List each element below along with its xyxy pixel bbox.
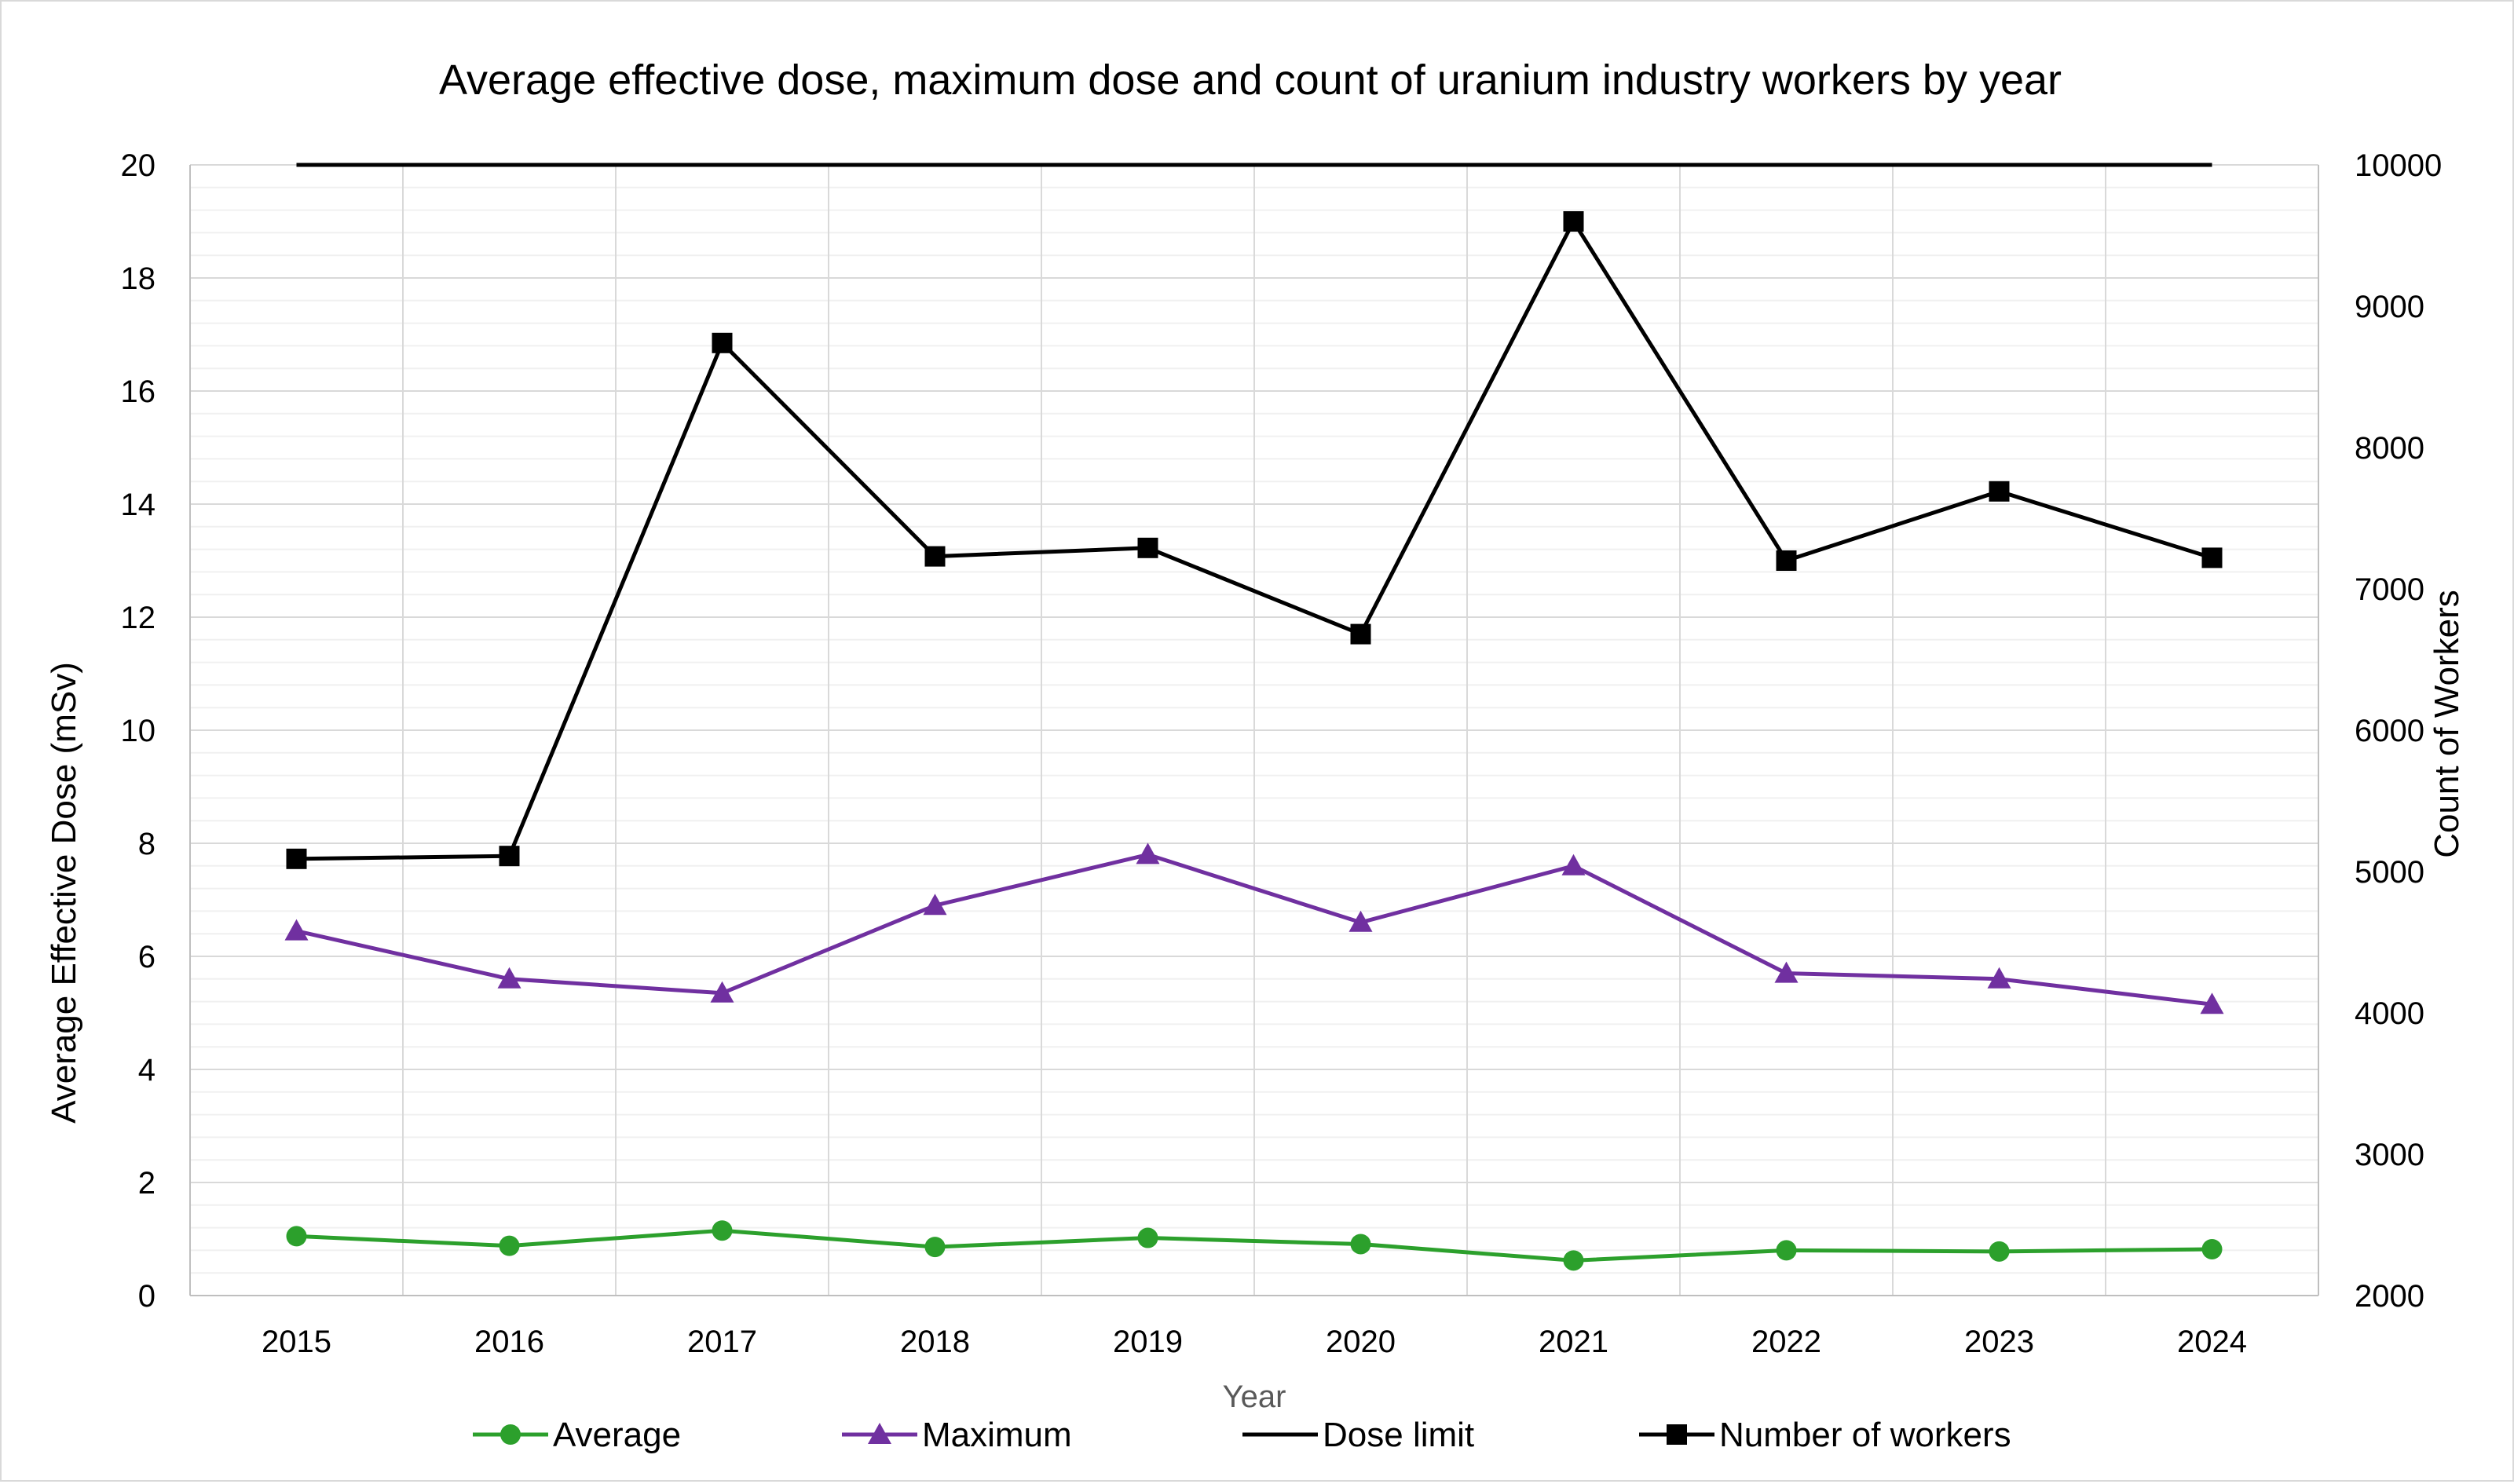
y2-tick-label: 9000: [2355, 290, 2424, 324]
average-line: [296, 1228, 2212, 1263]
y2-tick-label: 2000: [2355, 1279, 2424, 1314]
average-point: [286, 1226, 307, 1247]
y-tick-label: 8: [138, 827, 156, 861]
y-tick-label: 4: [138, 1053, 156, 1087]
average-point: [712, 1220, 733, 1241]
average-point: [1989, 1241, 2010, 1262]
number-of-workers-line: [296, 219, 2213, 861]
number-of-workers-point: [286, 848, 307, 869]
x-tick-label: 2022: [1751, 1325, 1821, 1359]
maximum-point: [923, 894, 947, 916]
average-point: [2201, 1238, 2223, 1259]
average-point: [1563, 1250, 1584, 1271]
x-tick-label: 2015: [262, 1325, 331, 1359]
y2-tick-label: 3000: [2355, 1138, 2424, 1172]
major-gridlines: [189, 164, 2319, 1296]
number-of-workers-point: [1350, 623, 1371, 645]
number-of-workers-point: [712, 332, 733, 353]
x-tick-label: 2020: [1326, 1325, 1396, 1359]
legend-label: Dose limit: [1323, 1416, 1474, 1454]
legend-label: Number of workers: [1719, 1416, 2011, 1454]
maximum-point: [1774, 961, 1799, 983]
maximum-point: [497, 967, 521, 989]
maximum-point: [1348, 910, 1373, 932]
left-axis-ticks: 0 2 4 6 8 10 12 14 16 18 20: [121, 148, 156, 1314]
maximum-line: [295, 852, 2212, 1007]
y-tick-label: 20: [121, 148, 156, 183]
x-tick-label: 2021: [1539, 1325, 1608, 1359]
right-axis-ticks: 2000 3000 4000 5000 6000 7000 8000 9000 10000: [2355, 148, 2442, 1314]
legend: Average Maximum Dose limit Number of worker…: [473, 1416, 2011, 1454]
legend-label: Average: [553, 1416, 681, 1454]
number-of-workers-point: [1563, 211, 1584, 232]
legend-item-number-of-workers: Number of workers: [1639, 1416, 2011, 1454]
x-tick-label: 2018: [900, 1325, 970, 1359]
y-tick-label: 14: [121, 488, 156, 522]
x-tick-label: 2019: [1113, 1325, 1183, 1359]
y2-axis-title: Count of Workers: [2428, 590, 2466, 858]
y2-tick-label: 5000: [2355, 855, 2424, 890]
number-of-workers-point: [1989, 481, 2010, 502]
x-tick-label: 2023: [1964, 1325, 2034, 1359]
x-tick-label: 2024: [2177, 1325, 2247, 1359]
legend-swatch-marker: [500, 1424, 521, 1445]
series-average: [286, 1220, 2223, 1271]
y-tick-label: 12: [121, 601, 156, 635]
maximum-point: [2200, 992, 2224, 1014]
number-of-workers-point: [924, 546, 946, 567]
x-tick-label: 2017: [687, 1325, 757, 1359]
y-tick-label: 10: [121, 714, 156, 748]
number-of-workers-point: [1776, 550, 1797, 571]
legend-label: Maximum: [922, 1416, 1072, 1454]
series-layer: [284, 163, 2224, 1271]
x-tick-label: 2016: [474, 1325, 544, 1359]
maximum-point: [1561, 853, 1586, 875]
y-tick-label: 6: [138, 940, 156, 974]
average-point: [1350, 1234, 1371, 1255]
series-maximum: [284, 843, 2224, 1014]
legend-swatch-marker: [1667, 1424, 1687, 1445]
average-point: [924, 1237, 946, 1258]
maximum-point: [710, 981, 734, 1003]
average-point: [1776, 1240, 1797, 1261]
maximum-point: [284, 919, 309, 941]
number-of-workers-point: [1137, 537, 1158, 558]
legend-swatch-marker: [868, 1423, 891, 1444]
series-number-of-workers: [286, 211, 2223, 869]
y2-tick-label: 7000: [2355, 572, 2424, 607]
chart-title: Average effective dose, maximum dose and…: [439, 57, 2062, 104]
maximum-point: [1987, 967, 2011, 989]
legend-item-maximum: Maximum: [842, 1416, 1072, 1454]
y-tick-label: 18: [121, 261, 156, 296]
legend-item-average: Average: [473, 1416, 681, 1454]
y2-tick-label: 10000: [2355, 148, 2442, 183]
y-tick-label: 16: [121, 375, 156, 409]
x-axis-title: Year: [1223, 1380, 1286, 1414]
maximum-point: [1136, 843, 1160, 864]
y2-tick-label: 4000: [2355, 996, 2424, 1031]
axes: [189, 165, 2319, 1296]
x-axis-ticks: 2015 2016 2017 2018 2019 2020 2021 2022 2023 2024: [262, 1325, 2247, 1359]
legend-item-dose-limit: Dose limit: [1242, 1416, 1474, 1454]
number-of-workers-point: [499, 846, 520, 867]
y-tick-label: 2: [138, 1166, 156, 1201]
average-point: [499, 1235, 520, 1256]
number-of-workers-point: [2201, 547, 2223, 568]
y-axis-title: Average Effective Dose (mSv): [45, 662, 83, 1124]
y2-tick-label: 8000: [2355, 431, 2424, 466]
y2-tick-label: 6000: [2355, 714, 2424, 748]
y-tick-label: 0: [138, 1279, 156, 1314]
average-point: [1137, 1227, 1158, 1248]
